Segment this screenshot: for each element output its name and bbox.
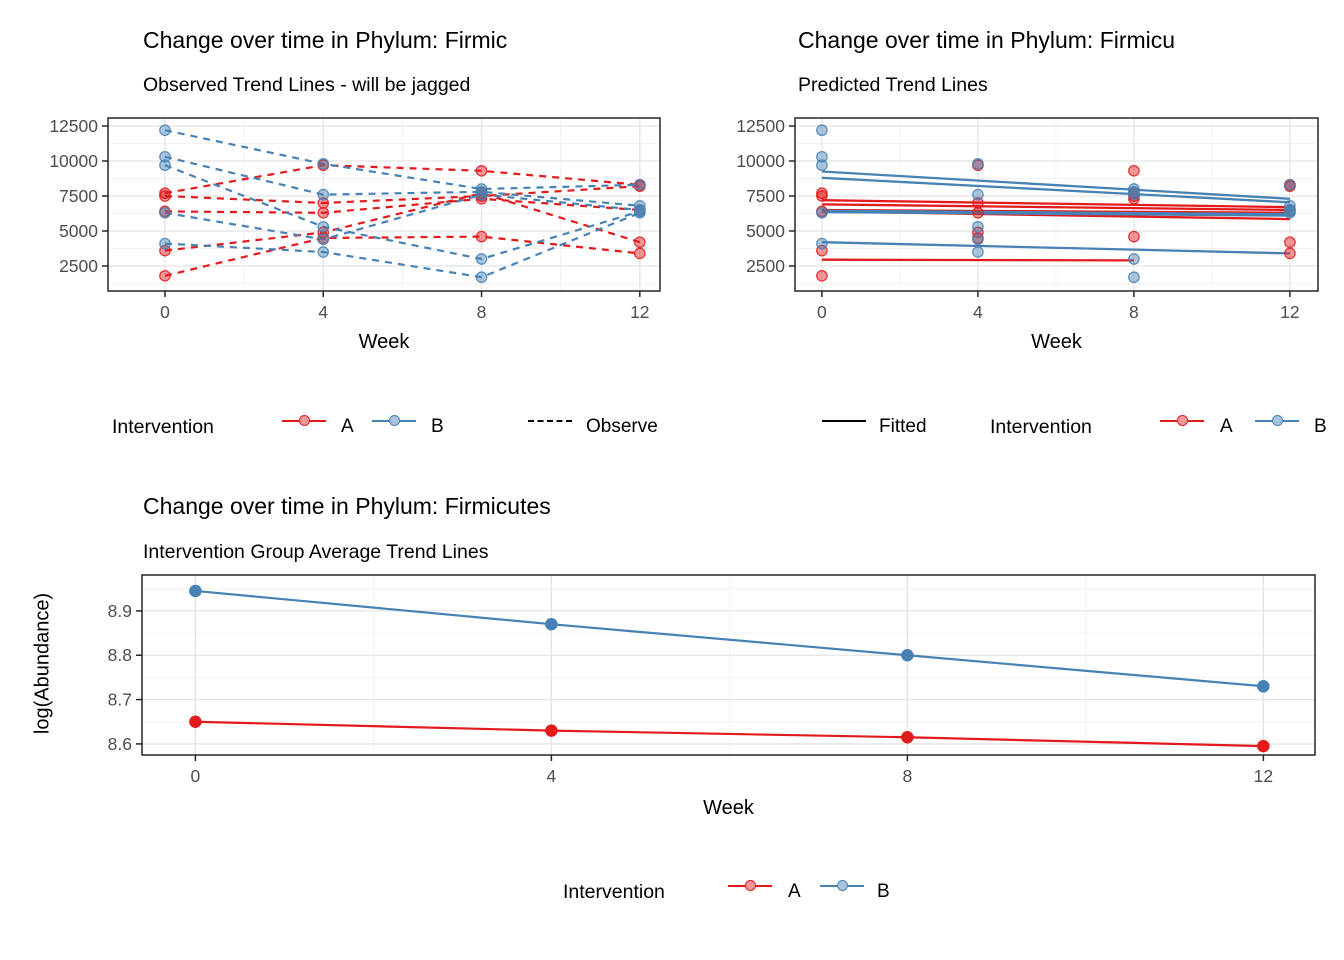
predicted-plot-area: 0 4 8 12 2500 5000 7500 10000 12500	[736, 116, 1319, 322]
observed-chart-subtitle: Observed Trend Lines - will be jagged	[143, 74, 471, 96]
legend-key-group-a	[1160, 412, 1204, 430]
svg-text:7500: 7500	[746, 186, 785, 206]
svg-text:12500: 12500	[736, 116, 785, 136]
svg-text:5000: 5000	[59, 221, 98, 241]
svg-text:10000: 10000	[736, 151, 785, 171]
dashed-line-icon	[528, 420, 572, 422]
legend-label-b: B	[431, 416, 444, 437]
svg-text:8.8: 8.8	[108, 645, 132, 665]
solid-line-icon	[822, 420, 866, 422]
svg-text:8: 8	[1129, 302, 1139, 322]
legend-label-a: A	[341, 416, 354, 437]
predicted-chart-subtitle: Predicted Trend Lines	[798, 74, 988, 96]
svg-text:4: 4	[318, 302, 328, 322]
legend-key-observed-linetype	[528, 412, 572, 430]
red-point-icon	[1177, 415, 1188, 426]
observed-chart-title: Change over time in Phylum: Firmic	[143, 27, 508, 53]
legend-title: Intervention	[990, 416, 1092, 438]
svg-text:8: 8	[903, 766, 913, 786]
svg-text:4: 4	[973, 302, 983, 322]
svg-text:12: 12	[1254, 766, 1273, 786]
svg-text:0: 0	[160, 302, 170, 322]
svg-text:8.7: 8.7	[108, 690, 132, 710]
legend-key-fitted-linetype	[822, 412, 866, 430]
svg-text:8: 8	[477, 302, 487, 322]
averages-y-axis-label: log(Abundance)	[31, 592, 54, 735]
svg-text:10000: 10000	[49, 151, 98, 171]
legend-label-a: A	[1220, 416, 1233, 437]
observed-chart-figure: 0 4 8 12 2500 5000 7500 10000 12500 Change over …	[0, 0, 672, 460]
legend-label-fitted: Fitted	[879, 416, 927, 437]
svg-text:5000: 5000	[746, 221, 785, 241]
svg-text:2500: 2500	[746, 256, 785, 276]
legend-label-observed: Observe	[586, 416, 658, 437]
svg-text:12500: 12500	[49, 116, 98, 136]
predicted-x-axis-label: Week	[1031, 331, 1082, 353]
blue-point-icon	[837, 880, 848, 891]
legend-label-b: B	[877, 881, 890, 902]
predicted-chart-title: Change over time in Phylum: Firmicu	[798, 27, 1176, 53]
averages-chart-figure: 0 4 8 12 8.6 8.7 8.8 8.9 Change over time in Ph…	[0, 460, 1344, 960]
averages-x-axis-label: Week	[703, 797, 754, 819]
red-point-icon	[299, 415, 310, 426]
observed-plot-area: 0 4 8 12 2500 5000 7500 10000 12500	[49, 116, 661, 322]
blue-point-icon	[389, 415, 400, 426]
svg-text:2500: 2500	[59, 256, 98, 276]
svg-text:0: 0	[191, 766, 201, 786]
legend-title: Intervention	[563, 881, 665, 903]
averages-chart-subtitle: Intervention Group Average Trend Lines	[143, 541, 489, 563]
blue-point-icon	[1272, 415, 1283, 426]
legend-key-group-b	[820, 877, 864, 895]
svg-text:8.9: 8.9	[108, 601, 132, 621]
svg-text:7500: 7500	[59, 186, 98, 206]
legend-key-group-b	[1255, 412, 1299, 430]
svg-text:0: 0	[817, 302, 827, 322]
legend-key-group-a	[728, 877, 772, 895]
svg-text:8.6: 8.6	[108, 734, 132, 754]
averages-chart-title: Change over time in Phylum: Firmicutes	[143, 493, 551, 519]
red-point-icon	[745, 880, 756, 891]
predicted-chart-figure: 0 4 8 12 2500 5000 7500 10000 12500 Change over …	[672, 0, 1344, 460]
observed-x-axis-label: Week	[358, 331, 410, 353]
averages-plot-area: 0 4 8 12 8.6 8.7 8.8 8.9	[108, 574, 1316, 786]
legend-key-group-b	[372, 412, 416, 430]
svg-text:12: 12	[1280, 302, 1299, 322]
legend-key-group-a	[282, 412, 326, 430]
legend-label-a: A	[788, 881, 801, 902]
svg-text:12: 12	[630, 302, 649, 322]
svg-text:4: 4	[547, 766, 557, 786]
legend-title: Intervention	[112, 416, 214, 438]
legend-label-b: B	[1314, 416, 1327, 437]
